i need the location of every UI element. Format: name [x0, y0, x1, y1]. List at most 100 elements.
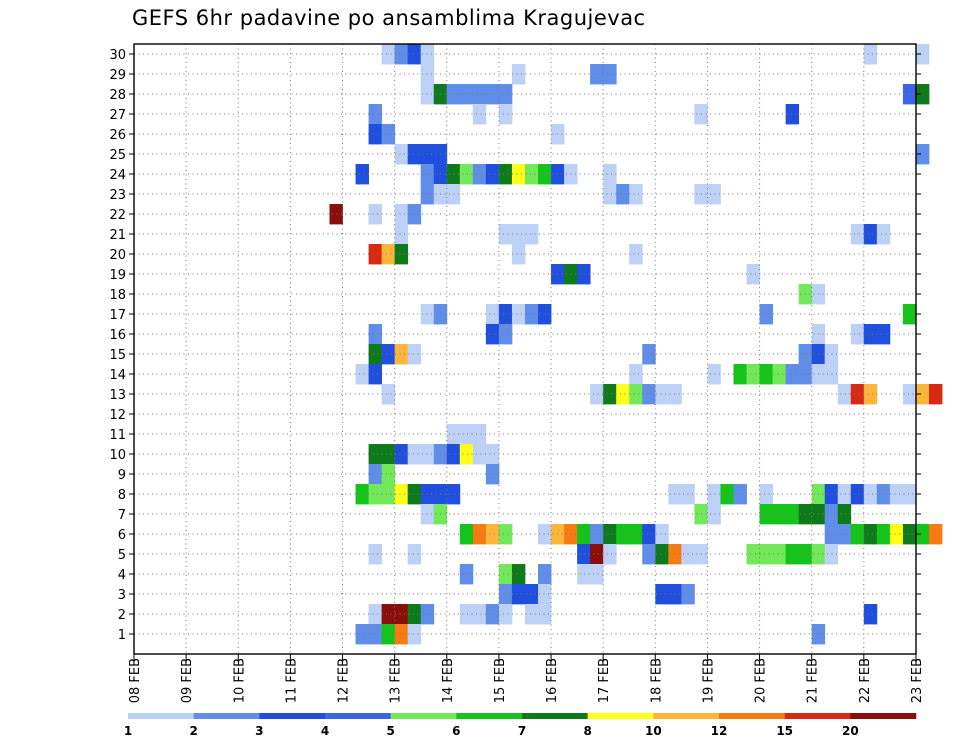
y-tick-label: 9 — [118, 468, 126, 483]
heatmap-cell — [498, 224, 513, 245]
heatmap-cell — [524, 224, 539, 245]
heatmap-cell — [772, 364, 787, 385]
y-tick-label: 8 — [118, 488, 126, 503]
colorbar-label: 10 — [645, 724, 662, 738]
heatmap-cell — [538, 304, 552, 325]
heatmap-cell — [837, 484, 852, 505]
x-tick-label: 18 FEB — [649, 658, 664, 703]
heatmap-cell — [368, 484, 383, 505]
heatmap-cell — [772, 544, 787, 565]
heatmap-cell — [707, 484, 721, 505]
y-tick-label: 10 — [109, 448, 126, 463]
heatmap-cell — [524, 604, 539, 625]
heatmap-cell — [511, 304, 526, 325]
heatmap-cell — [629, 184, 643, 205]
heatmap-cell — [394, 604, 409, 625]
x-tick-label: 11 FEB — [284, 658, 299, 703]
heatmap-cell — [394, 44, 409, 65]
colorbar-label: 6 — [452, 724, 460, 738]
x-tick-label: 19 FEB — [701, 658, 716, 703]
heatmap-cell — [355, 624, 369, 645]
heatmap-cell — [824, 364, 839, 385]
colorbar-swatch — [719, 713, 785, 719]
heatmap-cell — [498, 104, 513, 125]
heatmap-cell — [381, 344, 396, 365]
heatmap-cell — [889, 524, 904, 545]
heatmap-cell — [407, 204, 422, 225]
heatmap-cell — [928, 384, 943, 405]
heatmap-cell — [655, 384, 669, 405]
heatmap-cell — [863, 384, 878, 405]
heatmap-cell — [733, 364, 747, 385]
heatmap-cell — [759, 364, 773, 385]
heatmap-cell — [603, 64, 617, 85]
heatmap-cell — [759, 484, 773, 505]
y-tick-label: 16 — [109, 328, 126, 343]
heatmap-cell — [603, 184, 617, 205]
chart-title: GEFS 6hr padavine po ansamblima Kragujev… — [132, 6, 646, 30]
heatmap-cell — [381, 384, 396, 405]
heatmap-cell — [746, 544, 760, 565]
heatmap-cell — [498, 324, 513, 345]
heatmap-cell — [524, 584, 539, 605]
heatmap-cell — [485, 164, 500, 185]
heatmap-cell — [720, 484, 734, 505]
colorbar-label: 2 — [189, 724, 197, 738]
heatmap-cell — [902, 384, 917, 405]
heatmap-cell — [355, 164, 369, 185]
heatmap-cell — [629, 364, 643, 385]
heatmap-cell — [394, 244, 409, 265]
colorbar-swatch — [325, 713, 391, 719]
heatmap-cell — [472, 524, 487, 545]
heatmap-cell — [824, 344, 839, 365]
y-tick-label: 21 — [109, 228, 126, 243]
heatmap-cell — [603, 164, 617, 185]
x-tick-label: 22 FEB — [858, 658, 873, 703]
heatmap-cell — [707, 364, 721, 385]
x-tick-label: 08 FEB — [128, 658, 143, 703]
heatmap-cell — [498, 584, 513, 605]
heatmap-cell — [368, 204, 383, 225]
heatmap-cell — [368, 344, 383, 365]
y-tick-label: 12 — [109, 408, 126, 423]
heatmap-cell — [902, 304, 917, 325]
heatmap-cell — [577, 264, 591, 285]
heatmap-cell — [407, 544, 422, 565]
heatmap-cell — [850, 324, 865, 345]
colorbar-swatch — [587, 713, 654, 719]
heatmap-cell — [824, 544, 839, 565]
y-tick-label: 24 — [109, 168, 126, 183]
heatmap-cell — [850, 224, 865, 245]
y-tick-label: 18 — [109, 288, 126, 303]
y-tick-label: 23 — [109, 188, 126, 203]
colorbar-swatch — [259, 713, 326, 719]
heatmap-cell — [368, 604, 383, 625]
y-tick-label: 25 — [109, 148, 126, 163]
heatmap-cell — [485, 524, 500, 545]
heatmap-cell — [837, 524, 852, 545]
heatmap-cell — [746, 364, 760, 385]
heatmap-cell — [785, 104, 800, 125]
colorbar-label: 7 — [518, 724, 526, 738]
heatmap-cell — [837, 384, 852, 405]
heatmap-cell — [915, 44, 930, 65]
heatmap-cell — [498, 84, 513, 105]
heatmap-cell — [368, 464, 383, 485]
heatmap-cell — [407, 444, 422, 465]
heatmap-cell — [733, 484, 747, 505]
heatmap-cell — [746, 264, 760, 285]
heatmap-cell — [407, 604, 422, 625]
heatmap-cell — [902, 524, 917, 545]
heatmap-cell — [394, 624, 409, 645]
heatmap-cell — [511, 584, 526, 605]
colorbar-swatch — [128, 713, 194, 719]
y-tick-label: 22 — [109, 208, 126, 223]
heatmap-cell — [668, 584, 682, 605]
colorbar-swatch — [193, 713, 260, 719]
heatmap-cell — [524, 304, 539, 325]
heatmap-cell — [590, 524, 604, 545]
heatmap-cell — [368, 324, 383, 345]
heatmap-cell — [485, 444, 500, 465]
heatmap-cell — [472, 424, 487, 445]
